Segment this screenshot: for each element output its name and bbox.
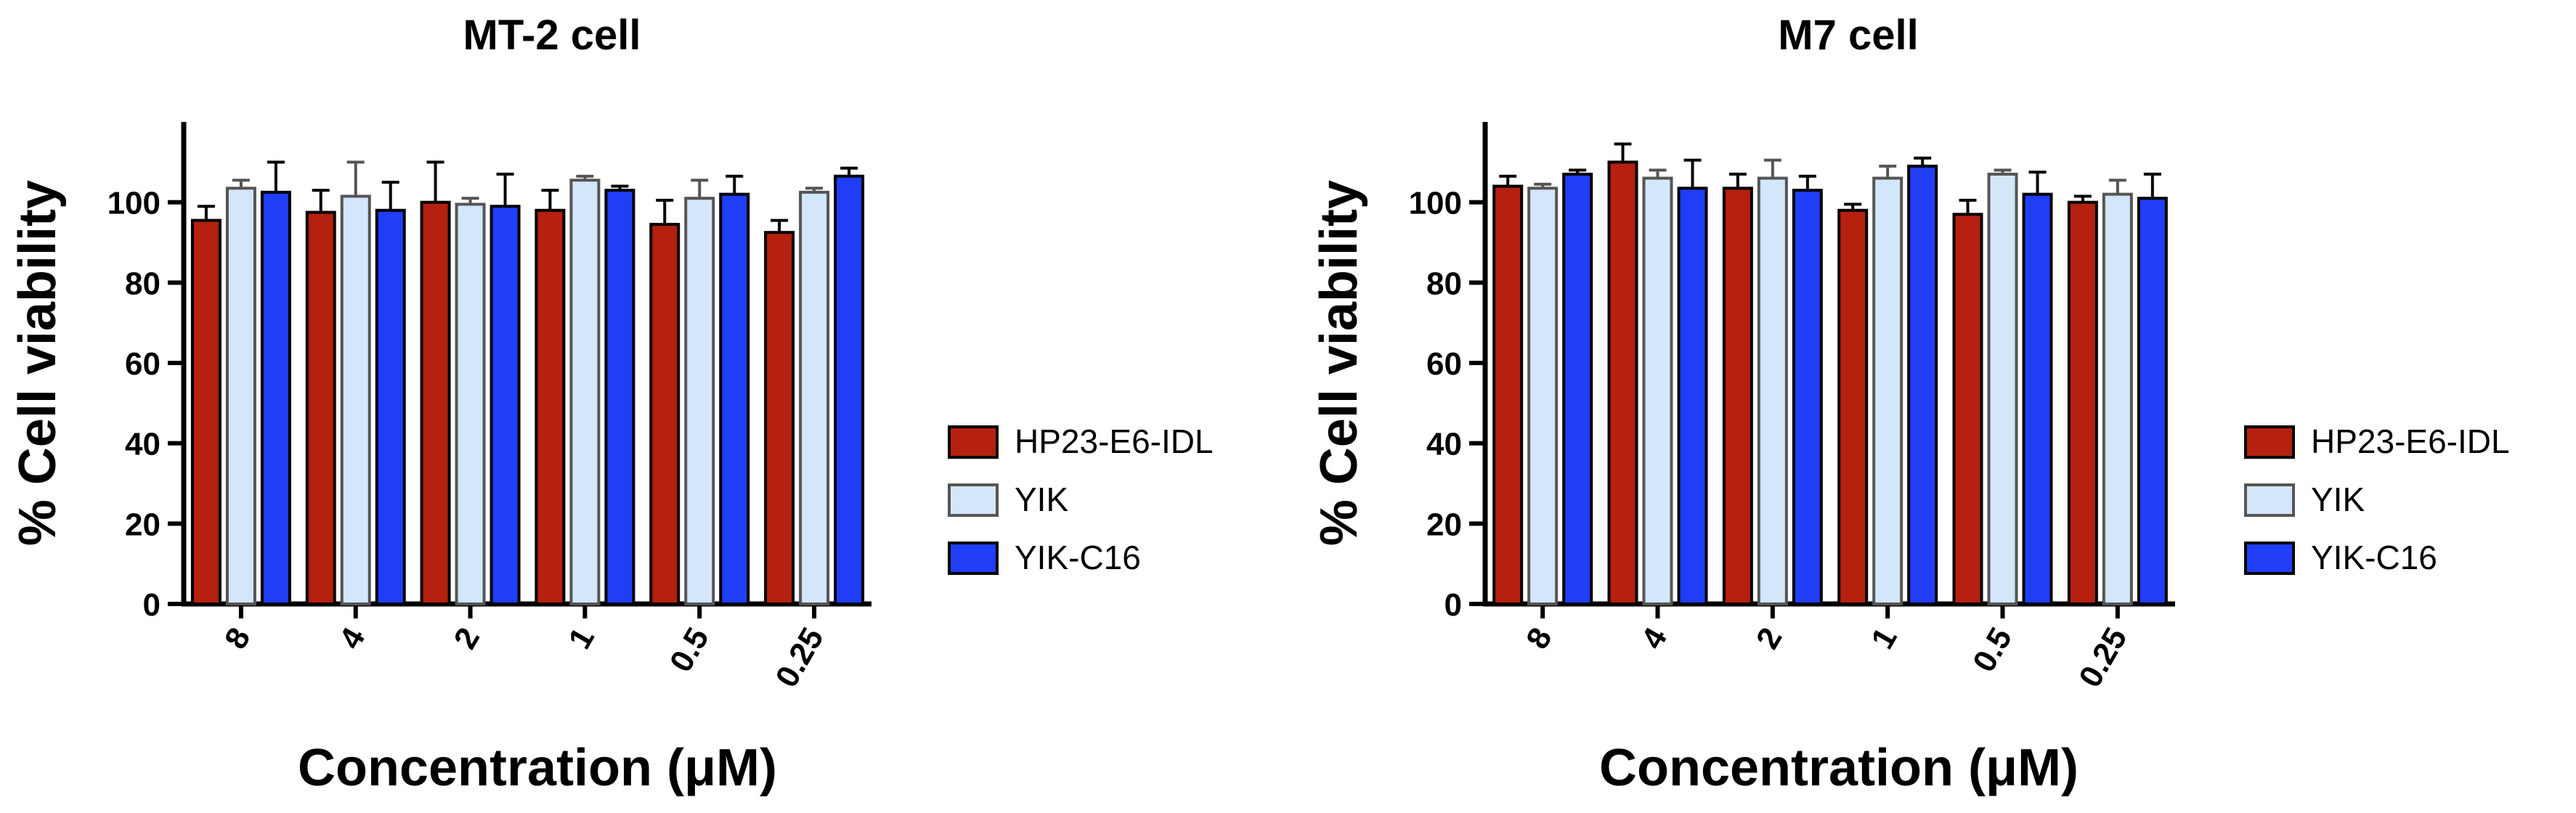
legend: HP23-E6-IDL YIK YIK-C16	[2244, 422, 2510, 576]
y-tick-label: 40	[125, 427, 161, 462]
x-tick-label: 8	[1519, 622, 1559, 655]
bar-yik	[1527, 187, 1559, 605]
bar-yik	[1987, 172, 2018, 605]
bar-yik-c16	[1562, 172, 1593, 605]
bar-hp23-e6-idl	[420, 200, 451, 605]
chart-0: MT-2 cell % Cell viability Concentration (…	[9, 12, 1214, 797]
bar-yik	[684, 197, 715, 605]
bar-yik	[1757, 176, 1788, 605]
bar-yik	[455, 203, 486, 605]
y-tick-label: 60	[1426, 346, 1462, 382]
bar-hp23-e6-idl	[1837, 208, 1869, 605]
y-tick-label: 0	[1445, 587, 1462, 623]
y-axis-title: % Cell viability	[1310, 180, 1368, 546]
y-tick-label: 40	[1426, 427, 1462, 462]
legend: HP23-E6-IDL YIK YIK-C16	[948, 422, 1214, 576]
legend-label: HP23-E6-IDL	[1015, 422, 1214, 460]
x-tick-label: 0.5	[1966, 622, 2019, 678]
bar-hp23-e6-idl	[2067, 200, 2098, 605]
x-tick-label: 0.25	[768, 622, 830, 694]
bar-hp23-e6-idl	[764, 231, 795, 605]
x-tick-label: 4	[333, 621, 373, 655]
x-tick-label: 2	[447, 622, 487, 655]
bar-yik-c16	[1907, 164, 1938, 606]
bar-hp23-e6-idl	[1607, 160, 1638, 606]
y-tick-label: 0	[143, 587, 161, 623]
bar-yik-c16	[2137, 197, 2168, 605]
x-tick-label: 0.25	[2072, 622, 2134, 694]
x-tick-label: 8	[218, 622, 258, 655]
y-tick-label: 100	[107, 186, 161, 221]
bar-yik-c16	[2022, 192, 2053, 606]
y-tick-label: 80	[125, 266, 161, 301]
x-tick-label: 4	[1634, 621, 1674, 655]
y-tick-label: 80	[1426, 266, 1462, 301]
bar-yik-c16	[604, 189, 635, 606]
legend-label: YIK	[2311, 481, 2365, 518]
legend-swatch	[2244, 483, 2295, 517]
bar-yik-c16	[834, 174, 865, 605]
bar-yik-c16	[375, 208, 406, 605]
legend-swatch	[2244, 425, 2295, 459]
bar-yik	[1642, 176, 1673, 605]
legend-swatch	[948, 542, 999, 575]
bar-hp23-e6-idl	[1492, 184, 1524, 605]
bar-hp23-e6-idl	[1722, 187, 1753, 605]
x-tick-label: 1	[561, 622, 601, 655]
legend-label: YIK	[1015, 481, 1068, 518]
x-axis-title: Concentration (μM)	[298, 739, 777, 797]
bar-yik	[569, 179, 601, 605]
bar-yik	[225, 187, 256, 605]
legend-swatch	[948, 425, 999, 459]
legend-swatch	[2244, 542, 2295, 575]
legend-swatch	[948, 483, 999, 517]
y-tick-label: 20	[1426, 507, 1462, 542]
bar-hp23-e6-idl	[305, 211, 336, 605]
bar-yik-c16	[1677, 187, 1708, 605]
chart-1: M7 cell % Cell viability Concentration (μM…	[1310, 12, 2510, 797]
y-tick-label: 20	[125, 507, 161, 542]
bar-yik	[1872, 176, 1903, 605]
bar-hp23-e6-idl	[190, 218, 222, 606]
bar-yik	[340, 195, 371, 606]
bar-yik-c16	[1792, 189, 1823, 606]
bar-yik	[2102, 192, 2133, 606]
y-tick-label: 100	[1409, 186, 1462, 221]
bar-yik-c16	[260, 190, 291, 606]
bar-yik-c16	[489, 205, 521, 605]
y-tick-label: 60	[125, 346, 161, 382]
bar-hp23-e6-idl	[1952, 213, 1983, 605]
x-axis-title: Concentration (μM)	[1599, 739, 2079, 797]
legend-label: YIK-C16	[1015, 539, 1141, 576]
legend-label: HP23-E6-IDL	[2311, 422, 2510, 460]
bar-yik	[799, 190, 830, 606]
y-axis-title: % Cell viability	[9, 180, 67, 546]
x-tick-label: 1	[1864, 622, 1904, 655]
bar-yik-c16	[719, 192, 750, 606]
bar-hp23-e6-idl	[535, 208, 566, 605]
chart-title: MT-2 cell	[463, 12, 641, 59]
chart-title: M7 cell	[1778, 12, 1918, 59]
bar-hp23-e6-idl	[649, 223, 680, 606]
legend-label: YIK-C16	[2311, 539, 2437, 576]
x-tick-label: 2	[1750, 622, 1789, 655]
x-tick-label: 0.5	[663, 622, 716, 678]
